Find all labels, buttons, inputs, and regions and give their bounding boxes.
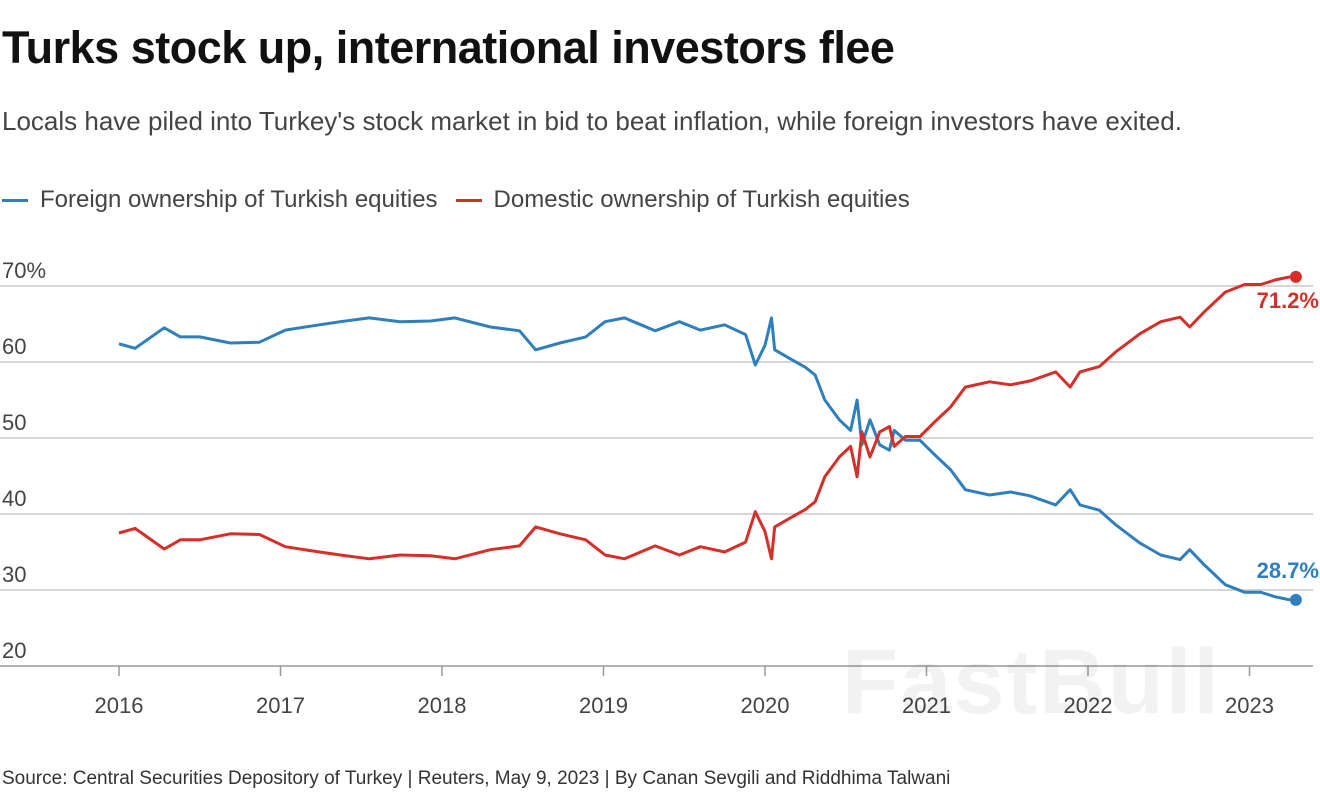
watermark: FastBull [842, 631, 1221, 733]
end-label-domestic: 71.2% [1257, 288, 1319, 313]
end-point-domestic [1289, 270, 1302, 283]
x-tick-label: 2016 [95, 693, 144, 718]
legend-item-foreign: Foreign ownership of Turkish equities [2, 186, 438, 214]
y-tick-label: 20 [2, 638, 26, 663]
line-chart: 70% 60 50 40 30 20 2016 2017 2018 2019 2020 2021 202… [0, 258, 1319, 718]
y-tick-label: 40 [2, 486, 26, 511]
x-tick-label: 2023 [1225, 693, 1274, 718]
x-tick-label: 2019 [579, 693, 628, 718]
legend-swatch-domestic [455, 198, 482, 202]
legend-swatch-foreign [2, 198, 28, 202]
chart-subtitle: Locals have piled into Turkey's stock ma… [2, 106, 1182, 136]
legend: Foreign ownership of Turkish equities Do… [2, 186, 910, 214]
x-tick-label: 2020 [741, 693, 790, 718]
x-tick-label: 2017 [256, 693, 305, 718]
y-tick-label: 70% [2, 258, 46, 283]
y-tick-label: 60 [2, 334, 26, 359]
x-tick-label: 2022 [1064, 693, 1113, 718]
end-label-foreign: 28.7% [1257, 558, 1319, 583]
y-tick-label: 30 [2, 562, 26, 587]
x-tick-label: 2021 [902, 693, 951, 718]
legend-label-foreign: Foreign ownership of Turkish equities [40, 186, 438, 213]
legend-item-domestic: Domestic ownership of Turkish equities [455, 186, 910, 214]
chart-title: Turks stock up, international investors … [2, 22, 895, 73]
source-note: Source: Central Securities Depository of… [2, 768, 951, 789]
series-line-foreign [118, 316, 1291, 602]
end-point-foreign [1289, 593, 1302, 606]
y-tick-label: 50 [2, 410, 26, 435]
series-line-domestic [118, 275, 1291, 561]
x-tick-label: 2018 [418, 693, 467, 718]
legend-label-domestic: Domestic ownership of Turkish equities [493, 186, 910, 213]
